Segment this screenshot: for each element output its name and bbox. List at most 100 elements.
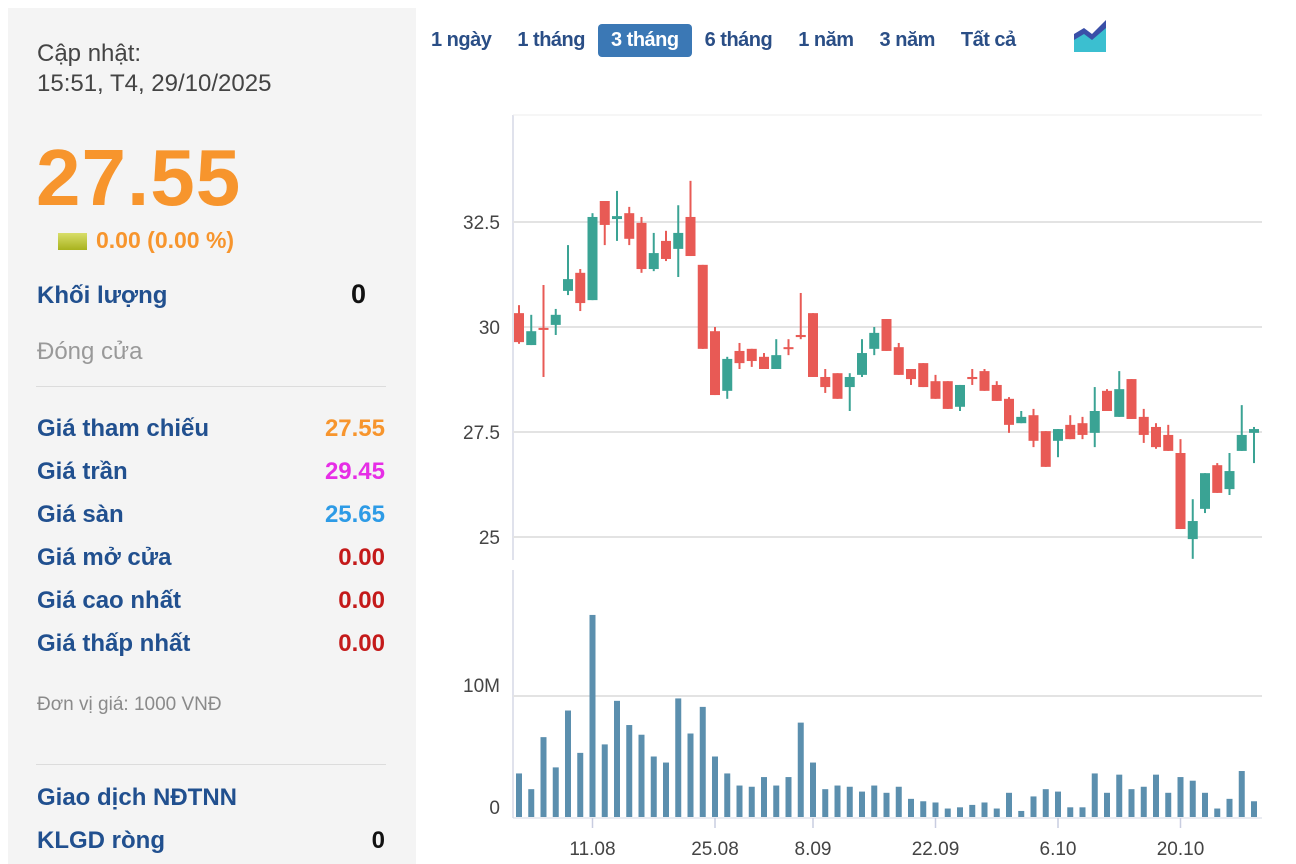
candle-body: [734, 350, 745, 364]
volume-bar: [528, 789, 535, 817]
volume-bar: [626, 725, 633, 817]
volume-bar: [650, 756, 657, 817]
x-tick-label: 11.08: [569, 839, 615, 860]
volume-bar: [871, 785, 878, 817]
candle-body: [1065, 424, 1076, 440]
volume-bar: [699, 706, 706, 817]
volume-bar: [1006, 792, 1012, 817]
range-tab[interactable]: 6 tháng: [704, 28, 773, 51]
volume-value: 0: [350, 279, 366, 309]
price-tick-label: 30: [479, 318, 500, 339]
volume-bar: [1140, 786, 1147, 817]
price-row-value: 0.00: [338, 587, 385, 614]
volume-tick-label: 10M: [463, 676, 500, 697]
volume-bar: [663, 762, 669, 817]
volume-bar: [1153, 774, 1159, 817]
range-tab[interactable]: 1 ngày: [431, 28, 492, 51]
range-tab[interactable]: 1 năm: [798, 28, 854, 51]
price-row-label: Giá mở cửa: [37, 544, 172, 571]
volume-bar: [1116, 774, 1123, 817]
volume-bar: [1177, 777, 1184, 817]
candle-body: [1028, 415, 1039, 441]
volume-bar: [773, 785, 780, 817]
range-tab[interactable]: 1 tháng: [517, 28, 585, 51]
volume-bar: [1079, 807, 1086, 817]
candle-body: [1151, 426, 1161, 448]
candle-body: [563, 279, 573, 291]
candle-body: [1200, 473, 1210, 509]
volume-bar: [969, 804, 976, 817]
candle-body: [869, 332, 880, 349]
current-price: 27.55: [36, 133, 242, 222]
volume-bar: [1091, 773, 1098, 817]
candle-body: [942, 381, 953, 409]
volume-bar: [748, 786, 755, 817]
volume-bar: [1189, 780, 1196, 817]
market-status: Đóng cửa: [37, 338, 143, 365]
price-row-label: Giá cao nhất: [37, 587, 182, 614]
unit-note: Đơn vị giá: 1000 VNĐ: [37, 694, 222, 715]
candle-body: [636, 222, 647, 270]
volume-bar: [1251, 801, 1257, 817]
volume-bar: [908, 798, 914, 817]
range-tab[interactable]: Tất cả: [960, 28, 1016, 51]
volume-tick-label: 0: [489, 798, 500, 819]
range-tab[interactable]: 3 tháng: [597, 23, 692, 57]
candle-body: [967, 376, 978, 380]
volume-bar: [614, 700, 620, 817]
volume-bar: [859, 791, 865, 817]
update-time: 15:51, T4, 29/10/2025: [37, 70, 272, 97]
volume-bar: [577, 752, 584, 817]
candle-body: [832, 373, 843, 399]
volume-bar: [1165, 792, 1172, 817]
candle-body: [1016, 416, 1027, 424]
volume-bar: [516, 773, 522, 817]
volume-bar: [944, 808, 951, 817]
candle-body: [1212, 465, 1223, 493]
price-change: 0.00 (0.00 %): [96, 227, 235, 253]
x-tick-label: 8.09: [795, 839, 832, 860]
candle-body: [648, 253, 659, 270]
candle-body: [526, 331, 537, 346]
volume-bar: [846, 786, 853, 817]
volume-bar: [1214, 808, 1221, 817]
candle-body: [906, 369, 916, 380]
candle-body: [685, 216, 696, 257]
price-row-value: 27.55: [324, 415, 385, 442]
candle-body: [1077, 423, 1088, 435]
candle-body: [1163, 434, 1174, 451]
price-row-label: Giá trần: [37, 458, 128, 485]
candle-body: [930, 381, 941, 399]
area-chart-icon[interactable]: [1074, 20, 1106, 52]
candle-body: [893, 347, 904, 375]
volume-bar: [993, 808, 1000, 817]
x-tick-label: 20.10: [1157, 839, 1205, 860]
candle-body: [538, 327, 549, 330]
candle-body: [514, 313, 524, 343]
candle-body: [710, 331, 720, 396]
unchanged-square-icon: [58, 233, 87, 250]
foreign-trading-title: Giao dịch NĐTNN: [37, 784, 238, 811]
volume-bar: [932, 802, 939, 817]
price-row-label: Giá sàn: [37, 501, 124, 528]
volume-bar: [565, 710, 571, 817]
volume-bar: [712, 756, 718, 817]
update-label: Cập nhật:: [37, 40, 142, 67]
candle-body: [575, 272, 586, 304]
candle-body: [599, 201, 610, 225]
volume-bar: [981, 802, 988, 817]
candle-body: [1004, 398, 1014, 425]
volume-bar: [1226, 798, 1233, 817]
volume-bar: [1238, 771, 1245, 817]
range-tabs: 1 ngày 1 tháng 3 tháng 6 tháng 1 năm 3 năm Tất…: [418, 22, 1029, 58]
range-tab[interactable]: 3 năm: [879, 28, 936, 51]
volume-bar: [920, 801, 927, 817]
volume-bar: [834, 785, 841, 817]
candle-body: [1040, 431, 1051, 467]
candle-body: [783, 347, 794, 350]
volume-bar: [761, 777, 767, 817]
candle-body: [673, 232, 684, 249]
divider: [36, 386, 386, 387]
volume-bar: [883, 792, 890, 817]
